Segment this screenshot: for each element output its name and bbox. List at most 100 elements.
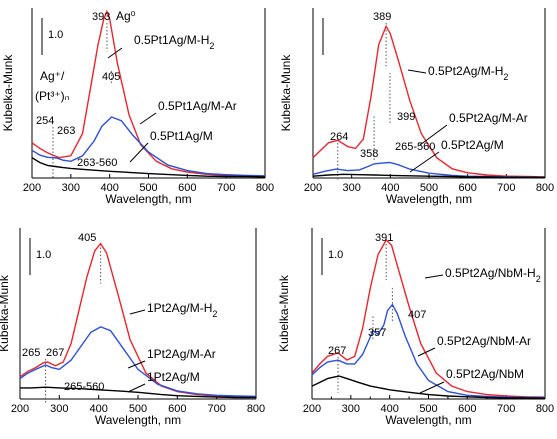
series-leader-line <box>107 47 123 59</box>
series-label-text: 0.5Pt2Ag/M-H <box>428 64 503 78</box>
peak-label: 393 <box>92 11 110 23</box>
x-axis-label: Wavelength, nm <box>95 413 181 427</box>
series-line-2 <box>311 303 545 399</box>
chart-panel-3: 200 300 400 500 600 700 800 Wavelength, nm Kubel… <box>0 228 265 427</box>
x-tick-label: 700 <box>207 403 225 415</box>
y-axis-label: Kubelka-Munk <box>0 274 11 352</box>
peak-label: 265-560 <box>64 381 104 393</box>
scale-bar-label: 1.0 <box>36 249 51 261</box>
series-label-text: 1Pt2Ag/M-Ar <box>147 347 216 361</box>
peak-label: 265-560 <box>395 141 435 153</box>
series-line-2 <box>19 326 257 398</box>
x-tick-label: 600 <box>168 403 186 415</box>
y-axis-label: Kubelka-Munk <box>279 54 293 132</box>
series-line-1 <box>312 24 546 178</box>
series-label-subscript: 2 <box>536 274 541 284</box>
x-tick-label: 800 <box>256 182 274 194</box>
series-label-text: 0.5Pt2Ag/NbM <box>446 367 524 381</box>
x-tick-label: 700 <box>217 182 235 194</box>
scale-bar-label: 1.0 <box>48 29 63 41</box>
peak-label: 264 <box>330 131 348 143</box>
x-tick-label: 700 <box>497 182 515 194</box>
x-axis-label: Wavelength, nm <box>105 192 191 206</box>
series-label-2: 0.5Pt2Ag/NbM-Ar <box>437 334 531 348</box>
series-label-1: 0.5Pt2Ag/M-H2 <box>428 64 508 82</box>
series-leader-line <box>139 112 157 125</box>
x-tick-label: 600 <box>458 182 476 194</box>
series-label-text: 1Pt2Ag/M-H <box>147 301 212 315</box>
y-axis-label: Kubelka-Munk <box>277 274 291 352</box>
series-label-text: 0.5Pt2Ag/M-Ar <box>449 111 528 125</box>
peak-label: 405 <box>102 71 120 83</box>
series-label-2: 0.5Pt2Ag/M-Ar <box>449 111 528 125</box>
series-leader-line <box>424 274 444 279</box>
series-line-2 <box>31 116 266 177</box>
x-tick-label: 200 <box>304 182 322 194</box>
series-label-subscript: 2 <box>503 72 508 82</box>
x-tick-label: 400 <box>380 403 398 415</box>
series-label-subscript: 2 <box>209 41 214 51</box>
series-line-3 <box>312 173 545 178</box>
x-axis-label: Wavelength, nm <box>386 192 472 206</box>
series-label-1: 0.5Pt1Ag/M-H2 <box>134 33 214 51</box>
peak-label: 391 <box>375 232 393 244</box>
x-tick-label: 400 <box>381 182 399 194</box>
x-tick-label: 300 <box>342 182 360 194</box>
series-label-text: 0.5Pt2Ag/NbM-H <box>445 266 536 280</box>
series-label-text: 0.5Pt2Ag/NbM-Ar <box>437 334 531 348</box>
x-tick-label: 200 <box>11 403 29 415</box>
x-tick-label: 500 <box>129 403 147 415</box>
x-tick-label: 600 <box>458 403 476 415</box>
x-tick-label: 800 <box>247 403 265 415</box>
series-leader-line <box>419 124 448 146</box>
series-leader-line <box>407 69 427 74</box>
peak-label: 407 <box>408 309 426 321</box>
series-line-3 <box>31 157 266 178</box>
series-line-1 <box>31 9 266 178</box>
series-label-3: 0.5Pt2Ag/NbM <box>446 367 524 381</box>
series-leader-line <box>417 347 436 357</box>
x-tick-label: 200 <box>23 182 41 194</box>
x-tick-label: 500 <box>419 403 437 415</box>
x-tick-label: 800 <box>536 182 554 194</box>
x-tick-label: 200 <box>303 403 321 415</box>
series-label-text: 0.5Pt1Ag/M <box>150 129 213 143</box>
x-axis-label: Wavelength, nm <box>385 413 471 427</box>
series-leader-line <box>129 309 146 315</box>
x-tick-label: 300 <box>62 182 80 194</box>
peak-label: 254 <box>36 115 54 127</box>
peak-label: 267 <box>328 345 346 357</box>
annotation-label: (Pt³⁺)ₙ <box>35 89 70 103</box>
x-tick-label: 500 <box>139 182 157 194</box>
series-label-text: 0.5Pt2Ag/M <box>441 138 504 152</box>
peak-label: 265 <box>22 347 40 359</box>
series-leader-line <box>419 381 445 394</box>
peak-label: 263-560 <box>77 157 117 169</box>
series-label-text: 0.5Pt1Ag/M-Ar <box>158 99 237 113</box>
series-label-2: 0.5Pt1Ag/M-Ar <box>158 99 237 113</box>
series-label-1: 0.5Pt2Ag/NbM-H2 <box>445 266 541 284</box>
chart-panel-1: 200 300 400 500 600 700 800 Wavelength, nm Kubel… <box>1 8 274 206</box>
peak-label: 389 <box>373 11 391 23</box>
x-tick-label: 300 <box>50 403 68 415</box>
x-tick-label: 700 <box>497 403 515 415</box>
annotation-label: Ag⁺/ <box>40 69 65 83</box>
peak-label: 399 <box>397 111 415 123</box>
series-leader-line <box>127 383 146 393</box>
x-tick-label: 800 <box>536 403 554 415</box>
series-leader-line <box>129 142 149 163</box>
peak-label: 357 <box>368 327 386 339</box>
chart-panel-4: 200 300 400 500 600 700 800 Wavelength, nm Kubel… <box>277 228 554 427</box>
series-label-3: 0.5Pt2Ag/M <box>441 138 504 152</box>
y-axis-label: Kubelka-Munk <box>1 54 15 132</box>
series-line-3 <box>311 375 546 399</box>
series-label-subscript: 2 <box>212 309 217 319</box>
series-line-1 <box>311 238 546 398</box>
scale-bar-label: 1.0 <box>328 249 343 261</box>
series-label-text: 0.5Pt1Ag/M-H <box>134 33 209 47</box>
x-tick-label: 400 <box>100 182 118 194</box>
series-line-1 <box>19 242 257 398</box>
annotation-label: Ag⁰ <box>116 9 136 23</box>
peak-label: 405 <box>78 232 96 244</box>
